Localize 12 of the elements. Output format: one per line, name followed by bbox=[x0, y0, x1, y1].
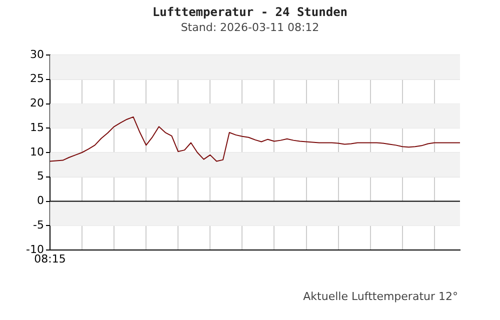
y-tick-label: 10 bbox=[30, 145, 44, 158]
y-tick-label: 5 bbox=[37, 170, 44, 183]
chart-subtitle: Stand: 2026-03-11 08:12 bbox=[180, 21, 320, 34]
chart-title: Lufttemperatur - 24 Stunden bbox=[151, 5, 349, 19]
y-tick-label: 25 bbox=[30, 72, 44, 86]
x-tick-label: 08:15 bbox=[34, 252, 66, 266]
y-tick-label: -5 bbox=[33, 218, 44, 232]
y-tick-label: 0 bbox=[37, 194, 44, 208]
text: Aktuelle Lufttemperatur 12° bbox=[303, 290, 458, 303]
y-tick-label: 20 bbox=[30, 96, 44, 110]
y-tick-label: 15 bbox=[30, 120, 44, 134]
y-tick-label: 30 bbox=[30, 48, 44, 61]
